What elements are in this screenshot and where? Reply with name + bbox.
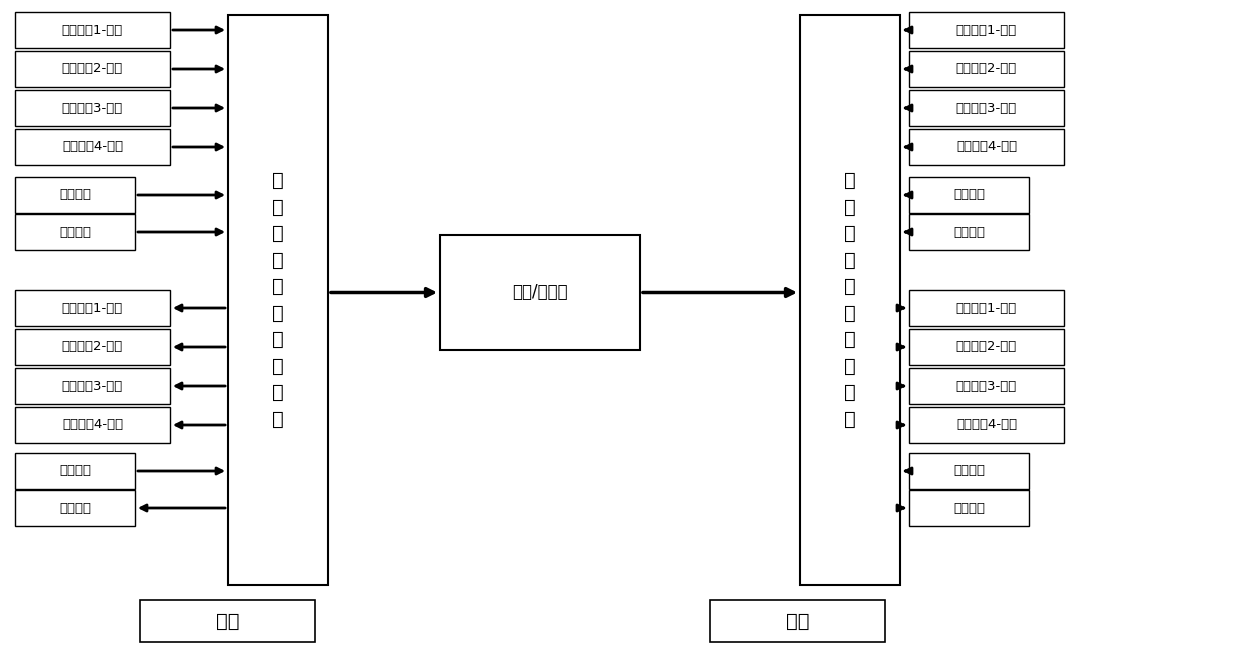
Text: 数据信号1-接收: 数据信号1-接收	[955, 302, 1017, 315]
Text: 发送使能: 发送使能	[953, 225, 985, 238]
Text: 数据信号4-接收: 数据信号4-接收	[957, 419, 1017, 432]
Bar	[909, 214, 1030, 250]
Text: 数据信号3-发送: 数据信号3-发送	[62, 101, 123, 114]
Bar	[440, 235, 641, 350]
Text: 数据信号3-接收: 数据信号3-接收	[955, 379, 1017, 392]
Text: 局端: 局端	[216, 611, 239, 631]
Bar	[909, 407, 1064, 443]
Bar	[15, 329, 170, 365]
Bar	[909, 90, 1064, 126]
Text: 百
兆
以
太
网
收
发
器
芯
片: 百 兆 以 太 网 收 发 器 芯 片	[273, 171, 284, 429]
Bar	[15, 490, 135, 526]
Text: 数据信号2-发送: 数据信号2-发送	[955, 63, 1017, 76]
Text: 数据信号2-接收: 数据信号2-接收	[955, 340, 1017, 353]
Text: 远端: 远端	[786, 611, 809, 631]
Text: 接收使能: 接收使能	[59, 502, 90, 515]
Bar	[909, 453, 1030, 489]
Bar	[15, 368, 170, 404]
Bar	[15, 51, 170, 87]
Bar	[909, 177, 1030, 213]
Bar	[909, 129, 1064, 165]
Bar	[15, 214, 135, 250]
Bar	[15, 290, 170, 326]
Bar	[710, 600, 885, 642]
Bar	[140, 600, 315, 642]
Bar	[15, 129, 170, 165]
Bar	[15, 177, 135, 213]
Bar	[15, 12, 170, 48]
Text: 发送时钟: 发送时钟	[59, 189, 90, 202]
Text: 百
兆
以
太
网
收
发
器
芯
片: 百 兆 以 太 网 收 发 器 芯 片	[844, 171, 856, 429]
Bar	[909, 329, 1064, 365]
Text: 发送使能: 发送使能	[59, 225, 90, 238]
Bar	[15, 407, 170, 443]
Text: 数据信号2-发送: 数据信号2-发送	[62, 63, 123, 76]
Text: 数据信号4-接收: 数据信号4-接收	[62, 419, 123, 432]
Text: 发送时钟: 发送时钟	[953, 189, 985, 202]
Bar	[909, 12, 1064, 48]
Text: 数据信号3-发送: 数据信号3-发送	[955, 101, 1017, 114]
Text: 光纤/双绞线: 光纤/双绞线	[512, 283, 567, 302]
Text: 数据信号4-发送: 数据信号4-发送	[957, 140, 1017, 153]
Text: 接收时钟: 接收时钟	[953, 464, 985, 477]
Text: 数据信号2-接收: 数据信号2-接收	[62, 340, 123, 353]
Bar	[909, 51, 1064, 87]
Bar	[909, 290, 1064, 326]
Bar	[909, 490, 1030, 526]
Bar	[909, 368, 1064, 404]
Text: 数据信号4-发送: 数据信号4-发送	[62, 140, 123, 153]
Bar	[228, 15, 328, 585]
Text: 数据信号1-发送: 数据信号1-发送	[62, 24, 123, 37]
Text: 接收时钟: 接收时钟	[59, 464, 90, 477]
Text: 数据信号1-发送: 数据信号1-发送	[955, 24, 1017, 37]
Bar	[15, 90, 170, 126]
Text: 数据信号3-接收: 数据信号3-接收	[62, 379, 123, 392]
Bar	[15, 453, 135, 489]
Text: 数据信号1-接收: 数据信号1-接收	[62, 302, 123, 315]
Bar	[800, 15, 900, 585]
Text: 接收使能: 接收使能	[953, 502, 985, 515]
